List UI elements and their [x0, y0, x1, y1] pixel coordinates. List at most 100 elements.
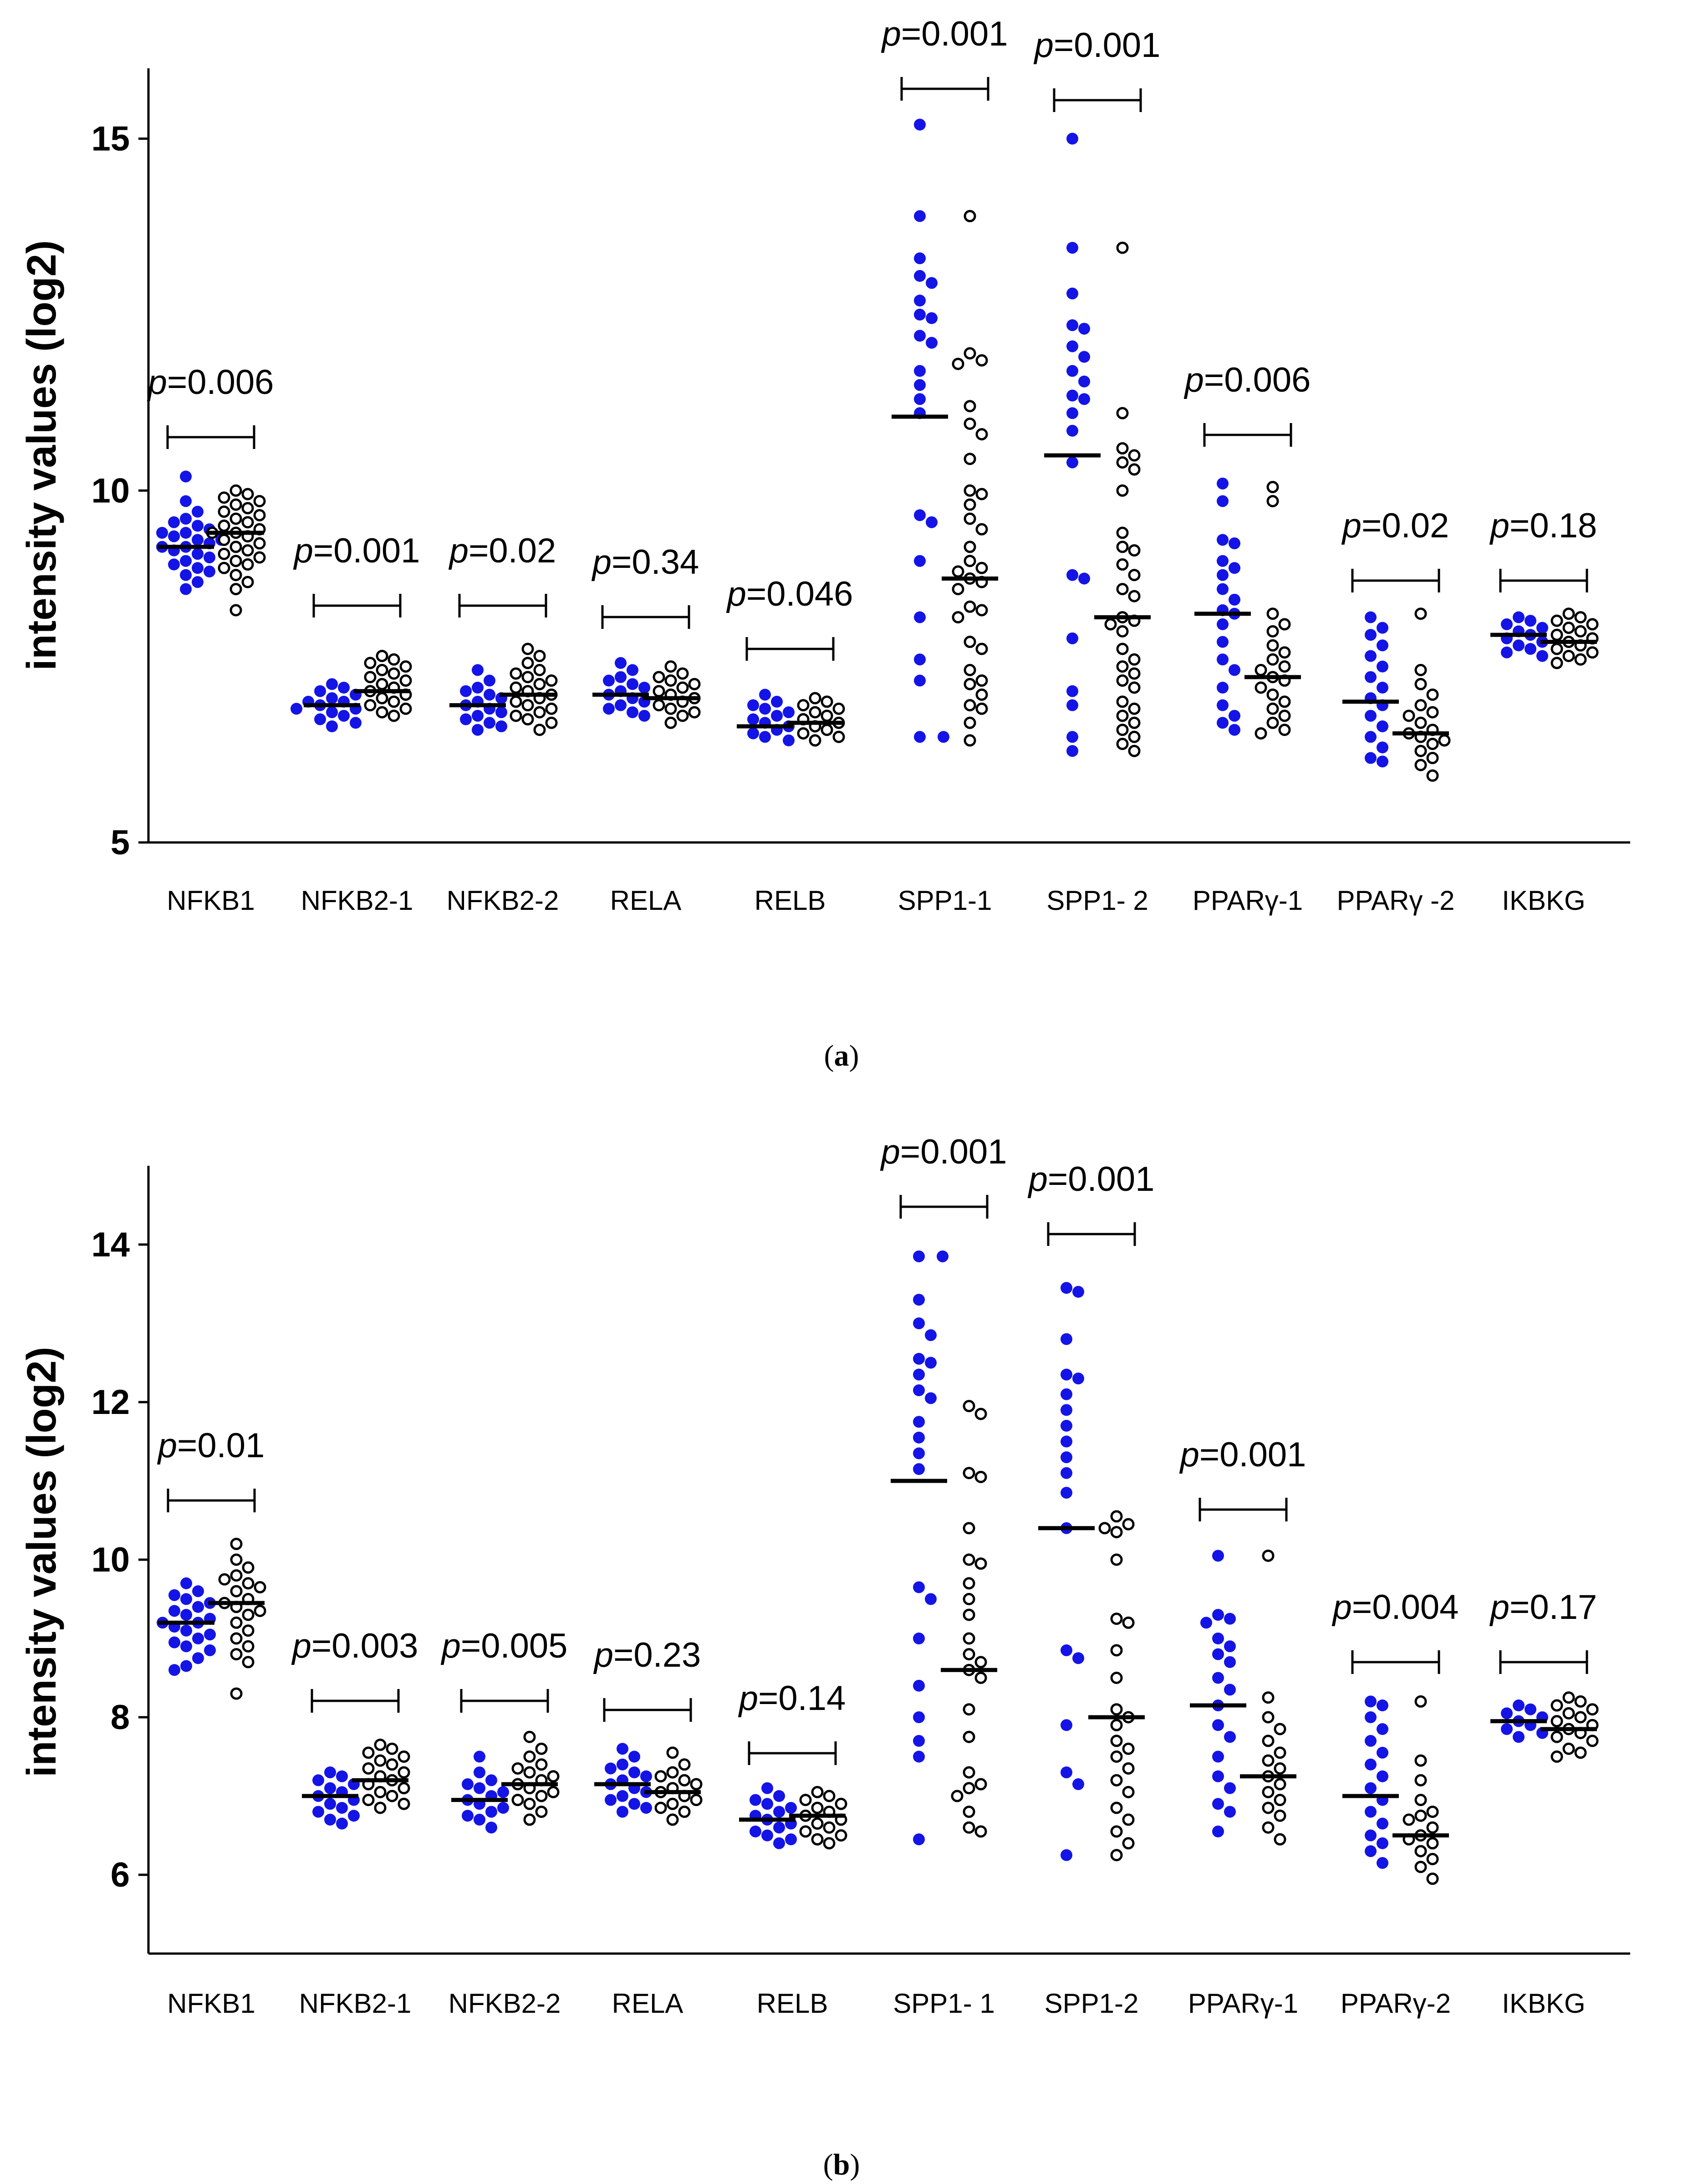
data-point-group1: [914, 611, 926, 623]
data-point-group2: [374, 1754, 387, 1767]
panel-label-letter: b: [833, 2148, 850, 2181]
panel-label: (b): [823, 2148, 860, 2181]
data-point-group1: [168, 516, 180, 528]
data-point-group1: [1377, 682, 1388, 694]
data-point-group2: [1255, 681, 1267, 694]
data-point-group2: [521, 713, 534, 726]
data-point-group2: [1110, 1774, 1123, 1786]
data-point-group2: [218, 561, 230, 574]
data-point-group1: [1377, 1723, 1388, 1735]
p-symbol: p: [1179, 1435, 1199, 1474]
data-point-group2: [799, 1825, 812, 1838]
data-point-group1: [291, 703, 302, 715]
data-point-group2: [1262, 1711, 1275, 1724]
data-point-group1: [192, 562, 204, 574]
data-point-group1: [1061, 1467, 1072, 1479]
data-point-group1: [1078, 393, 1090, 405]
data-point-group1: [326, 706, 338, 719]
data-point-group2: [1128, 730, 1141, 743]
data-point-group2: [218, 505, 230, 518]
y-axis-label: intensity values (log2): [19, 1347, 65, 1777]
data-point-group2: [376, 663, 388, 676]
data-point-group2: [1128, 590, 1141, 602]
data-point-group2: [664, 674, 677, 687]
data-point-group1: [1525, 615, 1536, 627]
data-point-group2: [1550, 657, 1563, 669]
category-group: RELA p=0.34: [592, 543, 701, 916]
data-point-group2: [253, 537, 266, 550]
data-point-group1: [1066, 407, 1078, 419]
data-point-group2: [974, 1672, 987, 1684]
p-symbol: p: [1489, 506, 1510, 545]
data-point-group1: [914, 252, 926, 265]
data-point-group1: [785, 1801, 797, 1814]
data-point-group2: [242, 1561, 255, 1574]
p-value-label: p=0.006: [1184, 361, 1311, 399]
p-value: =0.001: [1054, 26, 1161, 65]
p-symbol: p: [449, 531, 469, 570]
data-point-group1: [1066, 340, 1078, 352]
data-point-group2: [1116, 407, 1129, 419]
data-point-group1: [168, 1664, 180, 1676]
data-point-group1: [926, 312, 938, 324]
data-point-group1: [1217, 682, 1229, 694]
data-point-group2: [952, 611, 964, 623]
data-point-group2: [218, 547, 230, 560]
p-value: =0.003: [311, 1627, 418, 1665]
data-point-group1: [615, 699, 627, 711]
data-point-group2: [230, 1569, 243, 1582]
data-point-group2: [1550, 1715, 1563, 1728]
category-group: SPP1-1 p=0.001: [881, 15, 1008, 916]
data-point-group1: [336, 1770, 348, 1782]
data-point-group1: [1377, 1817, 1388, 1830]
p-value: =0.02: [469, 531, 556, 570]
data-point-group2: [654, 1801, 667, 1814]
data-point-group1: [180, 470, 192, 483]
p-value: =0.001: [1048, 1160, 1155, 1199]
data-point-group2: [1274, 1778, 1286, 1791]
data-point-group1: [773, 1806, 785, 1818]
data-point-group2: [1110, 1672, 1123, 1684]
data-point-group1: [925, 1329, 937, 1341]
data-point-group2: [1266, 495, 1279, 507]
data-point-group2: [1128, 716, 1141, 729]
data-point-group2: [1414, 1809, 1427, 1822]
data-point-group2: [1414, 1695, 1427, 1708]
data-point-group2: [964, 541, 976, 553]
data-point-group1: [1061, 1644, 1072, 1656]
category-group: SPP1-2 p=0.001: [1028, 1160, 1155, 2019]
p-symbol: p: [738, 1679, 758, 1718]
data-point-group1: [1061, 1451, 1072, 1464]
data-point-group2: [230, 1616, 243, 1629]
data-point-group2: [963, 1400, 975, 1413]
data-point-group2: [964, 699, 976, 712]
data-point-group2: [1414, 745, 1427, 757]
data-point-group1: [180, 1577, 192, 1589]
data-point-group2: [678, 1806, 691, 1818]
data-point-group2: [241, 516, 254, 529]
data-point-group1: [180, 583, 192, 595]
data-point-group2: [242, 1608, 255, 1621]
data-point-group2: [676, 667, 689, 680]
category-label: PPARγ-1: [1188, 1988, 1298, 2019]
data-point-group2: [975, 428, 988, 441]
data-point-group2: [1110, 1612, 1123, 1625]
data-point-group1: [628, 1750, 640, 1763]
data-point-group2: [799, 1794, 812, 1806]
data-point-group2: [1116, 442, 1129, 455]
data-point-group1: [773, 1822, 785, 1834]
category-group: RELA p=0.23: [593, 1636, 703, 2019]
data-point-group2: [1574, 1711, 1587, 1724]
data-point-group1: [180, 513, 192, 525]
data-point-group1: [914, 365, 926, 377]
data-point-group2: [1414, 663, 1427, 676]
data-point-group2: [1562, 649, 1575, 662]
data-point-group1: [759, 703, 771, 715]
data-point-group2: [975, 702, 988, 715]
data-point-group1: [312, 1774, 324, 1786]
data-point-group2: [1122, 1837, 1135, 1850]
data-point-group2: [653, 671, 665, 684]
data-point-group1: [1061, 1849, 1072, 1861]
data-point-group1: [474, 1782, 485, 1794]
p-value-label: p=0.004: [1332, 1588, 1459, 1627]
